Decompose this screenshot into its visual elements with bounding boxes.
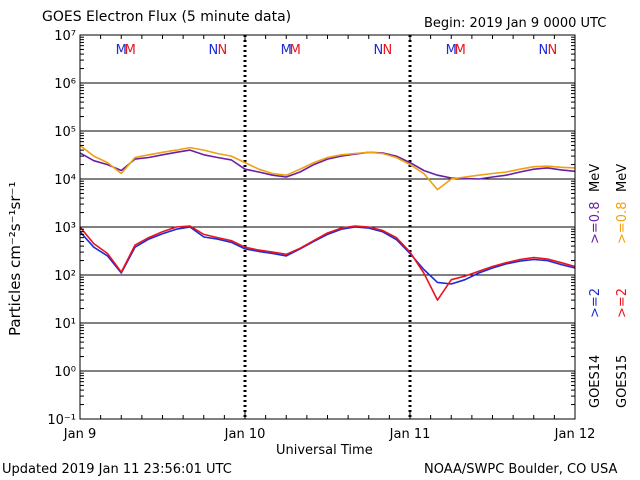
legend-goes14-2mev: >=2 bbox=[588, 287, 603, 318]
legend-unit-top: MeV bbox=[588, 163, 603, 192]
y-axis-label: Particles cm⁻²s⁻¹sr⁻¹ bbox=[6, 181, 24, 336]
mn-marker: N bbox=[547, 43, 557, 58]
y-tick-label: 10² bbox=[54, 269, 76, 284]
mn-marker: N bbox=[209, 43, 219, 58]
y-tick-label: 10¹ bbox=[54, 317, 76, 332]
legend-goes15: GOES15 bbox=[615, 354, 630, 408]
y-tick-label: 10³ bbox=[54, 221, 76, 236]
series-line-1 bbox=[79, 144, 576, 191]
mn-marker: N bbox=[374, 43, 384, 58]
series-line-2 bbox=[79, 226, 576, 285]
begin-date-label: Begin: 2019 Jan 9 0000 UTC bbox=[424, 16, 607, 31]
legend-goes14-08mev: >=0.8 bbox=[588, 201, 603, 244]
x-tick-label: Jan 11 bbox=[389, 427, 431, 442]
y-tick-label: 10⁷ bbox=[54, 29, 76, 44]
x-tick-label: Jan 9 bbox=[63, 427, 96, 442]
mn-marker: N bbox=[382, 43, 392, 58]
mn-marker: N bbox=[217, 43, 227, 58]
footer-updated: Updated 2019 Jan 11 23:56:01 UTC bbox=[2, 462, 232, 477]
y-tick-label: 10⁻¹ bbox=[47, 413, 76, 428]
mn-marker: M bbox=[125, 43, 136, 58]
y-tick-label: 10⁰ bbox=[54, 365, 76, 380]
legend-goes15-08mev: >=0.8 bbox=[615, 201, 630, 244]
y-tick-label: 10⁶ bbox=[54, 77, 76, 92]
mn-marker: M bbox=[446, 43, 457, 58]
chart-title: GOES Electron Flux (5 minute data) bbox=[42, 9, 292, 25]
mn-marker: M bbox=[290, 43, 301, 58]
legend-unit-bottom: MeV bbox=[615, 163, 630, 192]
mn-marker: N bbox=[539, 43, 549, 58]
legend-goes14: GOES14 bbox=[588, 354, 603, 408]
x-axis-label: Universal Time bbox=[276, 443, 373, 458]
series-line-0 bbox=[79, 149, 576, 180]
mn-marker: M bbox=[116, 43, 127, 58]
mn-marker: M bbox=[281, 43, 292, 58]
footer-credit: NOAA/SWPC Boulder, CO USA bbox=[424, 462, 618, 477]
y-tick-label: 10⁴ bbox=[54, 173, 76, 188]
series-line-3 bbox=[79, 225, 576, 301]
legend-goes15-2mev: >=2 bbox=[615, 287, 630, 318]
x-tick-label: Jan 12 bbox=[554, 427, 596, 442]
y-tick-label: 10⁵ bbox=[54, 125, 76, 140]
x-tick-label: Jan 10 bbox=[224, 427, 266, 442]
mn-marker: M bbox=[455, 43, 466, 58]
